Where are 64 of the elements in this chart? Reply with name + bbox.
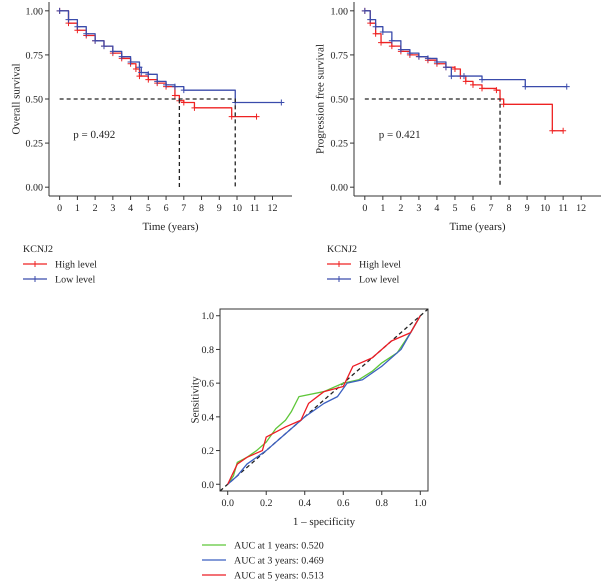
x-tick-label: 3	[416, 203, 422, 214]
x-tick-label: 5	[452, 203, 458, 214]
y-tick-label: 1.00	[330, 6, 348, 18]
y-tick-label: 0.8	[202, 344, 214, 356]
legend-title: KCNJ2	[23, 244, 54, 255]
x-tick-label: 0.2	[260, 498, 272, 509]
legend-label: High level	[359, 260, 402, 270]
legend-label: High level	[55, 260, 98, 270]
legend-label: AUC at 5 years: 0.513	[234, 570, 324, 581]
x-tick-label: 5	[146, 203, 151, 214]
x-tick-label: 8	[199, 203, 204, 214]
y-tick-label: 0.50	[330, 94, 348, 106]
x-tick-label: 10	[232, 203, 242, 214]
legend-label: Low level	[359, 274, 400, 286]
y-tick-label: 0.25	[26, 138, 43, 150]
x-tick-label: 11	[558, 203, 568, 214]
legend-label: Low level	[55, 274, 96, 286]
x-tick-label: 6	[164, 203, 169, 214]
x-tick-label: 12	[267, 203, 278, 214]
y-tick-label: 0.0	[202, 480, 214, 491]
x-tick-label: 9	[216, 203, 222, 214]
x-axis-title: Time (years)	[449, 221, 506, 233]
y-tick-label: 0.25	[330, 138, 348, 150]
x-tick-label: 4	[434, 203, 440, 214]
x-tick-label: 0	[57, 203, 62, 214]
x-axis-title: 1 – specificity	[292, 516, 356, 528]
y-tick-label: 0.00	[330, 182, 348, 194]
y-axis-title: Progression free survival	[314, 44, 327, 154]
x-tick-label: 1	[380, 203, 386, 214]
y-tick-label: 1.00	[26, 6, 43, 18]
annotation: p = 0.421	[378, 128, 421, 141]
x-tick-label: 7	[488, 203, 494, 214]
x-axis-title: Time (years)	[142, 221, 199, 233]
x-tick-label: 2	[92, 203, 98, 214]
y-tick-label: 0.00	[26, 182, 43, 194]
y-tick-label: 0.2	[202, 446, 214, 458]
x-tick-label: 8	[506, 203, 512, 214]
y-tick-label: 0.75	[330, 50, 348, 62]
x-tick-label: 6	[470, 203, 476, 214]
y-tick-label: 0.75	[26, 50, 43, 62]
legend-title: KCNJ2	[327, 244, 358, 255]
x-tick-label: 9	[524, 203, 530, 214]
x-tick-label: 7	[181, 203, 186, 214]
y-tick-label: 0.4	[202, 412, 214, 424]
y-axis-title: Sensitivity	[190, 376, 202, 424]
x-tick-label: 0.0	[221, 498, 234, 509]
x-tick-label: 10	[540, 203, 550, 214]
x-tick-label: 0	[362, 203, 368, 214]
x-tick-label: 0.8	[376, 498, 388, 509]
x-tick-label: 4	[128, 203, 134, 214]
x-tick-label: 1	[74, 203, 80, 214]
y-axis-title: Overall survival	[10, 63, 23, 135]
x-tick-label: 2	[398, 203, 404, 214]
y-tick-label: 1.0	[202, 311, 214, 322]
x-tick-label: 3	[110, 203, 116, 214]
x-tick-label: 1.0	[414, 498, 427, 509]
annotation: p = 0.492	[73, 128, 116, 141]
x-tick-label: 11	[250, 203, 260, 214]
y-tick-label: 0.50	[26, 94, 43, 106]
legend-label: AUC at 1 years: 0.520	[234, 540, 324, 552]
x-tick-label: 12	[576, 203, 586, 214]
legend-label: AUC at 3 years: 0.469	[234, 556, 324, 566]
y-tick-label: 0.6	[202, 378, 214, 390]
x-tick-label: 0.4	[298, 498, 311, 509]
